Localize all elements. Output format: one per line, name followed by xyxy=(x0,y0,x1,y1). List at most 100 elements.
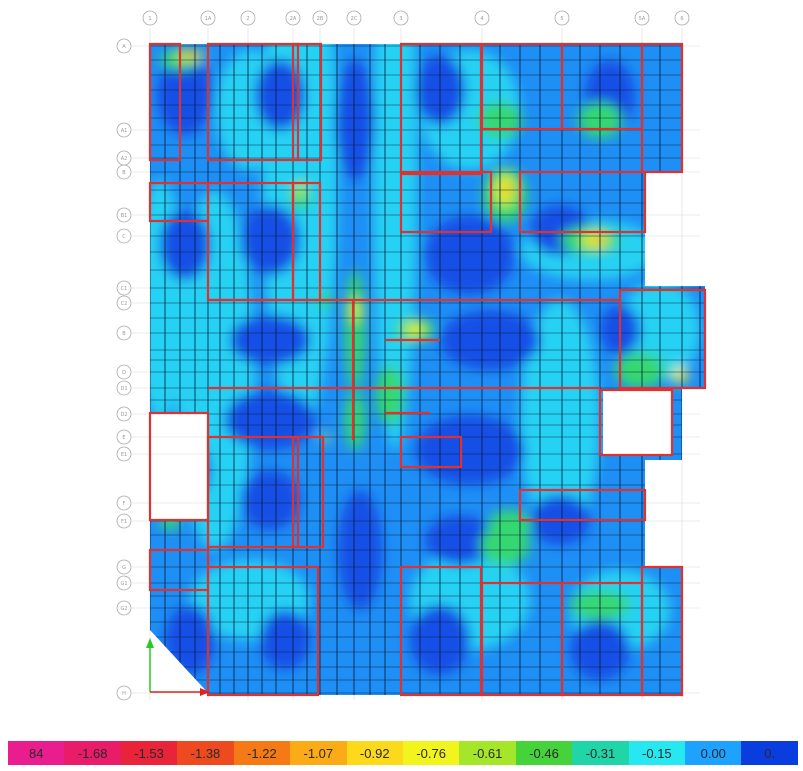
row-bubble: G xyxy=(116,559,132,575)
column-bubble: 1A xyxy=(200,10,216,26)
legend-value: -1.07 xyxy=(303,745,334,761)
global-axes xyxy=(146,638,210,696)
stress-contour-field xyxy=(150,44,705,695)
row-label: G xyxy=(122,565,126,571)
column-bubble: 2 xyxy=(240,10,256,26)
row-bubble: C1 xyxy=(116,280,132,296)
beam-outlines xyxy=(148,42,707,697)
legend-value: -1.53 xyxy=(134,745,164,761)
finite-element-mesh xyxy=(150,44,705,695)
plate-contour-plan: 1 1A 2 2A 2B 2C 3 4 5 5A 6 A A1 A2 B B1 C C1 C2 B D D1 D2 E E1 F F… xyxy=(116,10,707,701)
row-bubble: G2 xyxy=(116,600,132,616)
row-label: A xyxy=(122,44,126,50)
legend-value: 84 xyxy=(28,745,44,761)
column-bubble: 6 xyxy=(674,10,690,26)
column-bubble: 5A xyxy=(634,10,650,26)
column-bubble: 3 xyxy=(393,10,409,26)
row-label: E xyxy=(122,435,125,441)
legend-swatch: -0.31 xyxy=(572,741,629,765)
legend-swatch: 0. xyxy=(741,741,798,765)
column-bubble: 5 xyxy=(554,10,570,26)
grid-bubbles: 1 1A 2 2A 2B 2C 3 4 5 5A 6 A A1 A2 B B1 C C1 C2 B D D1 D2 E E1 F F… xyxy=(116,10,690,701)
legend-swatch: -0.92 xyxy=(346,741,403,765)
y-axis-arrowhead xyxy=(146,638,154,648)
row-label: F1 xyxy=(121,519,127,525)
row-bubble: D2 xyxy=(116,406,132,422)
legend-value: 0. xyxy=(764,745,776,761)
row-bubble: A1 xyxy=(116,122,132,138)
column-bubble: 2A xyxy=(285,10,301,26)
row-label: G2 xyxy=(120,606,127,612)
row-bubble: H xyxy=(116,685,132,701)
legend-swatch: -0.61 xyxy=(459,741,516,765)
row-label: B xyxy=(122,331,126,337)
legend-swatch: -0.76 xyxy=(402,741,460,765)
column-label: 2 xyxy=(246,16,249,22)
legend-value: -1.38 xyxy=(190,745,221,761)
column-label: 2C xyxy=(351,16,358,22)
row-label: C1 xyxy=(121,286,128,292)
legend-value: -1.22 xyxy=(247,745,277,761)
column-label: 5 xyxy=(560,16,563,22)
column-label: 4 xyxy=(480,16,483,22)
row-label: D1 xyxy=(120,386,127,392)
legend-swatch: -1.38 xyxy=(177,741,234,765)
color-legend: 84 -1.68 -1.53 -1.38 -1.22 -1.07 -0.92 -0.76 -0.… xyxy=(8,741,798,765)
row-bubble: D1 xyxy=(116,380,132,396)
column-label: 2B xyxy=(317,16,324,22)
column-bubble: 2C xyxy=(346,10,362,26)
row-bubble: A2 xyxy=(116,150,132,166)
x-axis-arrowhead xyxy=(200,688,210,696)
legend-value: -0.92 xyxy=(359,745,390,761)
legend-swatch: -0.15 xyxy=(628,741,686,765)
legend-value: -0.76 xyxy=(416,745,446,761)
legend-value: -0.31 xyxy=(585,745,616,761)
row-bubble: C xyxy=(116,228,132,244)
legend-value: -0.46 xyxy=(529,745,559,761)
column-label: 3 xyxy=(399,16,402,22)
row-label: G1 xyxy=(120,581,127,587)
row-bubble: F1 xyxy=(116,513,132,529)
column-bubble: 2B xyxy=(312,10,328,26)
row-bubble: F xyxy=(116,495,132,511)
legend-swatch: -1.68 xyxy=(64,741,121,765)
row-bubble: B xyxy=(116,325,132,341)
column-label: 5A xyxy=(639,16,646,22)
row-label: C2 xyxy=(121,301,128,307)
slab-opening xyxy=(603,390,671,455)
legend-swatch: -1.07 xyxy=(290,741,347,765)
row-label: H xyxy=(122,691,126,697)
row-label: F xyxy=(123,501,126,507)
row-bubble: A xyxy=(116,38,132,54)
column-bubble: 1 xyxy=(142,10,158,26)
row-label: A2 xyxy=(121,156,128,162)
row-label: D xyxy=(122,370,126,376)
legend-swatch: -1.22 xyxy=(233,741,291,765)
column-label: 2A xyxy=(290,16,297,22)
row-bubble: D xyxy=(116,364,132,380)
column-bubble: 4 xyxy=(474,10,490,26)
legend-swatch: 84 xyxy=(8,741,65,765)
row-label: D2 xyxy=(120,412,127,418)
row-label: B1 xyxy=(121,213,128,219)
legend-value: 0.00 xyxy=(700,745,726,761)
legend-value: -1.68 xyxy=(77,745,108,761)
row-bubble: G1 xyxy=(116,575,132,591)
row-label: E1 xyxy=(121,452,127,458)
row-label: C xyxy=(122,234,126,240)
legend-swatch: 0.00 xyxy=(685,741,742,765)
row-bubble: E xyxy=(116,429,132,445)
row-label: B xyxy=(122,170,126,176)
column-label: 1A xyxy=(205,16,212,22)
column-label: 1 xyxy=(148,16,151,22)
legend-swatch: -1.53 xyxy=(120,741,178,765)
row-bubble: C2 xyxy=(116,295,132,311)
row-bubble: B xyxy=(116,164,132,180)
row-label: A1 xyxy=(121,128,128,134)
legend-value: -0.61 xyxy=(472,745,503,761)
legend-swatch: -0.46 xyxy=(515,741,573,765)
row-bubble: B1 xyxy=(116,207,132,223)
legend-value: -0.15 xyxy=(642,745,672,761)
column-label: 6 xyxy=(680,16,683,22)
row-bubble: E1 xyxy=(116,446,132,462)
